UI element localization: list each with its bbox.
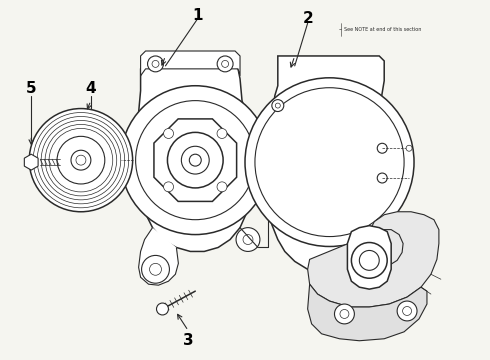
Circle shape bbox=[76, 155, 86, 165]
Text: See NOTE at end of this section: See NOTE at end of this section bbox=[344, 27, 422, 32]
Polygon shape bbox=[264, 56, 384, 275]
Polygon shape bbox=[141, 51, 240, 76]
Polygon shape bbox=[139, 228, 178, 285]
Circle shape bbox=[275, 103, 280, 108]
Polygon shape bbox=[308, 284, 427, 341]
Circle shape bbox=[189, 154, 201, 166]
Circle shape bbox=[217, 129, 227, 139]
Circle shape bbox=[397, 301, 417, 321]
Circle shape bbox=[29, 109, 133, 212]
Circle shape bbox=[142, 255, 170, 283]
Circle shape bbox=[152, 60, 159, 67]
Text: 3: 3 bbox=[183, 333, 194, 348]
Circle shape bbox=[245, 78, 414, 247]
Text: 1: 1 bbox=[192, 8, 202, 23]
Circle shape bbox=[255, 88, 404, 237]
Circle shape bbox=[377, 173, 387, 183]
Circle shape bbox=[335, 304, 354, 324]
Circle shape bbox=[221, 60, 229, 67]
Circle shape bbox=[377, 143, 387, 153]
Circle shape bbox=[33, 113, 129, 208]
Circle shape bbox=[37, 117, 124, 204]
Text: 2: 2 bbox=[302, 11, 313, 26]
Circle shape bbox=[41, 121, 121, 200]
Polygon shape bbox=[24, 154, 38, 170]
Circle shape bbox=[121, 86, 270, 235]
Circle shape bbox=[147, 56, 164, 72]
Circle shape bbox=[164, 182, 173, 192]
Circle shape bbox=[49, 129, 113, 192]
Circle shape bbox=[359, 251, 379, 270]
Circle shape bbox=[45, 125, 117, 196]
Circle shape bbox=[243, 235, 253, 244]
Circle shape bbox=[156, 303, 169, 315]
Circle shape bbox=[340, 310, 349, 319]
Circle shape bbox=[71, 150, 91, 170]
Circle shape bbox=[406, 145, 412, 151]
Circle shape bbox=[136, 100, 255, 220]
Polygon shape bbox=[308, 212, 439, 307]
Circle shape bbox=[217, 182, 227, 192]
Circle shape bbox=[272, 100, 284, 112]
Circle shape bbox=[149, 264, 162, 275]
Circle shape bbox=[168, 132, 223, 188]
Circle shape bbox=[351, 243, 387, 278]
Circle shape bbox=[236, 228, 260, 251]
Polygon shape bbox=[347, 226, 391, 289]
Text: 5: 5 bbox=[26, 81, 37, 96]
Polygon shape bbox=[135, 65, 255, 251]
Polygon shape bbox=[154, 119, 237, 201]
Circle shape bbox=[164, 129, 173, 139]
Circle shape bbox=[181, 146, 209, 174]
Text: 4: 4 bbox=[86, 81, 96, 96]
Circle shape bbox=[217, 56, 233, 72]
Circle shape bbox=[57, 136, 105, 184]
Circle shape bbox=[403, 306, 412, 315]
